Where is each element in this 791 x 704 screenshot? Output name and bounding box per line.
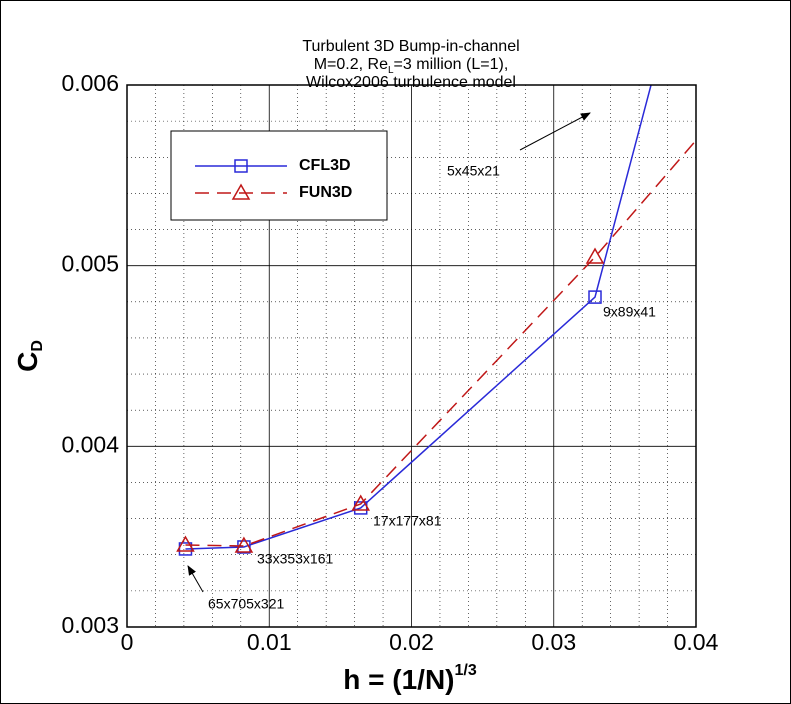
annotation: 9x89x41: [603, 304, 656, 320]
x-axis-label-part: 1/3: [454, 662, 476, 679]
annotation: 33x353x161: [257, 551, 334, 567]
x-tick-label: 0.03: [531, 629, 576, 655]
marker: [231, 183, 251, 200]
marker: [237, 540, 251, 554]
marker: [351, 494, 371, 511]
title-part: M=0.2, Re: [314, 56, 388, 73]
x-axis-label: h = (1/N)1/3: [343, 662, 477, 695]
y-tick-label: 0.004: [61, 431, 119, 457]
plot-area: [176, 85, 696, 556]
y-axis-label-part: D: [29, 340, 46, 352]
y-tick-label: 0.005: [61, 251, 119, 277]
title-part: =3 million (L=1),: [394, 56, 509, 73]
x-tick-label: 0.02: [389, 629, 434, 655]
series-line: [185, 85, 652, 550]
legend-box: [170, 130, 388, 221]
legend-label: CFL3D: [299, 157, 351, 174]
marker: [234, 159, 248, 173]
x-axis-label-part: h = (1/N): [343, 664, 454, 695]
y-axis-label-part: C: [12, 352, 43, 372]
x-tick-label: 0: [121, 629, 134, 655]
title-part: L: [388, 65, 394, 76]
annotation: 17x177x81: [373, 513, 442, 529]
x-tick-label: 0.04: [674, 629, 719, 655]
title-line: Turbulent 3D Bump-in-channel: [302, 38, 519, 55]
y-axis-label: CD: [12, 340, 46, 372]
marker: [588, 290, 602, 304]
legend-label: FUN3D: [299, 184, 352, 201]
annotation: 5x45x21: [447, 163, 500, 179]
series-line: [185, 139, 696, 547]
marker: [585, 247, 605, 264]
plot-frame: [126, 84, 697, 628]
labels: 0 0.01 0.02 0.03 0.04 0.003 0.004 0.005 0.006 Tur…: [12, 38, 718, 695]
marker: [234, 536, 254, 553]
title-line: Wilcox2006 turbulence model: [306, 74, 516, 91]
x-tick-label: 0.01: [247, 629, 292, 655]
y-tick-label: 0.006: [61, 70, 119, 96]
marker: [176, 535, 195, 552]
annotation-arrow: [519, 112, 591, 151]
annotation: 65x705x321: [208, 596, 285, 612]
annotation-arrow: [187, 565, 204, 593]
y-tick-label: 0.003: [61, 612, 119, 638]
title-line: M=0.2, ReL=3 million (L=1),: [314, 56, 509, 75]
legend: CFL3D FUN3D: [195, 157, 352, 201]
